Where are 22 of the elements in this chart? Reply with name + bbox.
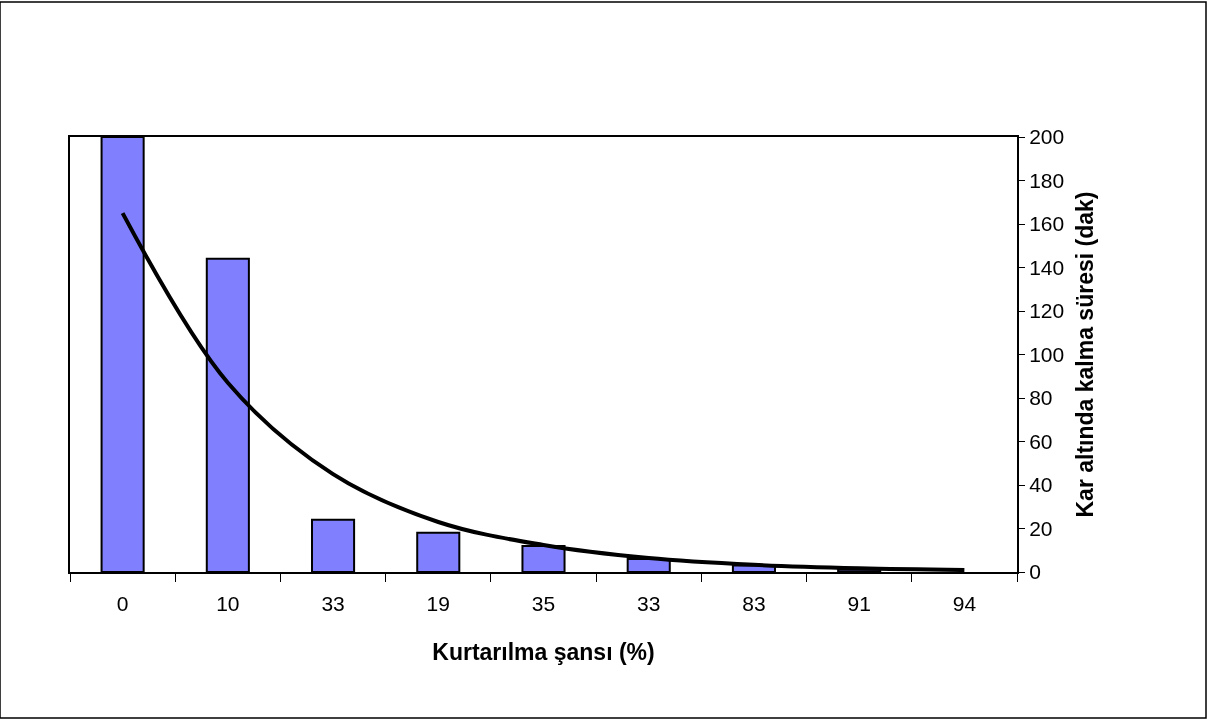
x-tick-label: 91	[847, 592, 871, 616]
y-tick-label: 200	[1029, 125, 1065, 149]
y-tick-label: 20	[1029, 516, 1053, 540]
x-tick-label: 0	[116, 592, 129, 616]
x-tick-label: 33	[321, 592, 345, 616]
y-tick-label: 160	[1029, 212, 1065, 236]
y-tick-label: 120	[1029, 299, 1065, 323]
x-tick-label: 94	[952, 592, 977, 616]
x-tick-label: 35	[531, 592, 556, 616]
x-tick-label: 10	[216, 592, 240, 616]
y-axis-title: Kar altında kalma süresi (dak)	[1072, 191, 1099, 518]
y-tick-label: 180	[1029, 168, 1065, 192]
x-tick-label: 83	[742, 592, 766, 616]
y-tick-label: 0	[1029, 560, 1041, 584]
y-tick-label: 40	[1029, 473, 1053, 497]
y-tick-label: 140	[1029, 255, 1065, 279]
x-tick-label: 33	[637, 592, 661, 616]
y-tick-label: 80	[1029, 386, 1053, 410]
x-axis-title: Kurtarılma şansı (%)	[432, 639, 655, 666]
y-tick-label: 60	[1029, 429, 1053, 453]
y-tick-label: 100	[1029, 342, 1065, 366]
x-tick-label: 19	[426, 592, 450, 616]
